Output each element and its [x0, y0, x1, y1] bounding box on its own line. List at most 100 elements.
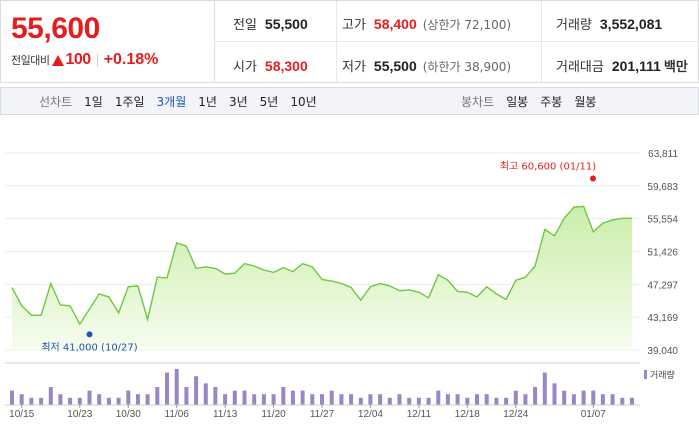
volume-bar [155, 387, 160, 405]
volume-bar [416, 397, 421, 405]
tab-daily[interactable]: 일봉 [506, 94, 529, 109]
y-tick-label: 59,683 [647, 182, 678, 193]
volume-bar [339, 394, 344, 405]
low-marker [86, 331, 93, 338]
stat-label: 거래량 [556, 18, 592, 33]
volume-bar [620, 397, 625, 405]
volume-bar [387, 397, 392, 405]
x-tick-label: 12/11 [407, 409, 432, 420]
volume-bar [252, 394, 257, 405]
volume-bar [533, 387, 538, 405]
stat-value: 55,500 [264, 16, 308, 32]
tab-10y[interactable]: 10년 [290, 94, 317, 109]
volume-bar [426, 397, 431, 405]
stat-volume: 거래량 3,552,081 [556, 14, 662, 33]
tab-1y[interactable]: 1년 [198, 94, 217, 109]
stat-turnover: 거래대금 201,111 백만 [556, 56, 688, 75]
x-tick-label: 11/27 [310, 409, 335, 420]
volume-bar [630, 397, 634, 405]
volume-legend-swatch [644, 370, 647, 379]
divider [541, 1, 542, 82]
volume-bar [552, 383, 557, 405]
volume-bar [368, 394, 373, 405]
volume-legend: 거래량 [644, 369, 675, 381]
tab-monthly[interactable]: 월봉 [574, 94, 597, 109]
volume-bar [455, 394, 460, 405]
volume-bar [523, 394, 528, 405]
stat-label: 고가 [342, 18, 366, 33]
tab-weekly[interactable]: 주봉 [540, 94, 563, 109]
divider [215, 41, 699, 42]
volume-bar [397, 394, 402, 405]
volume-bar [58, 394, 63, 405]
volume-bar [349, 394, 354, 405]
stat-label: 저가 [342, 60, 366, 75]
high-label: 최고 60,600 (01/11) [500, 161, 596, 173]
price-chart: 63,811 59,683 55,554 51,426 47,297 43,169 39,0… [5, 149, 678, 420]
price-y-axis: 63,811 59,683 55,554 51,426 47,297 43,169 39,0… [647, 149, 678, 357]
volume-bar [48, 387, 53, 405]
tab-1d[interactable]: 1일 [84, 94, 103, 109]
volume-bar [261, 394, 266, 405]
volume-bar [232, 390, 237, 405]
y-tick-label: 47,297 [647, 280, 678, 291]
volume-bar [571, 394, 576, 405]
lower-limit: (하한가 38,900) [422, 60, 512, 74]
y-tick-label: 43,169 [647, 313, 678, 324]
up-arrow-icon [52, 54, 65, 66]
volume-bar [203, 383, 208, 405]
volume-bar [135, 394, 140, 405]
stat-open: 시가 58,300 [233, 56, 308, 75]
volume-bar [106, 397, 111, 405]
stat-label: 전일 [233, 18, 257, 33]
volume-bar [271, 394, 276, 405]
change-percent: +0.18% [103, 51, 159, 68]
current-price: 55,600 [11, 12, 100, 45]
volume-bar [475, 394, 479, 405]
x-tick-label: 01/07 [581, 409, 606, 420]
volume-bar [513, 390, 518, 405]
volume-bar [223, 394, 228, 405]
x-tick-label: 11/13 [213, 409, 238, 420]
volume-bar [484, 394, 489, 405]
stat-unit: 백만 [663, 60, 688, 75]
volume-bar [126, 390, 131, 405]
volume-bar [174, 369, 179, 405]
stat-high: 고가 58,400 (상한가 72,100) [342, 14, 511, 33]
change-label: 전일대비 [11, 54, 50, 67]
volume-bar [10, 390, 14, 405]
volume-bar [445, 394, 450, 405]
y-tick-label: 39,040 [647, 346, 678, 357]
volume-bar [310, 394, 315, 405]
volume-bar [358, 397, 363, 405]
chart-tabs-bar: 선차트 1일 1주일 3개월 1년 3년 5년 10년 봉차트 일봉 주봉 월봉 [0, 87, 699, 115]
volume-bar [68, 397, 73, 405]
upper-limit: (상한가 72,100) [422, 18, 512, 32]
stat-label: 거래대금 [556, 60, 604, 75]
x-tick-label: 11/20 [261, 409, 286, 420]
x-tick-label: 10/15 [9, 409, 34, 420]
high-marker [590, 175, 596, 182]
volume-bar [504, 397, 509, 405]
price-line [11, 205, 632, 326]
tab-3m[interactable]: 3개월 [156, 94, 187, 109]
volume-bar [77, 397, 82, 405]
volume-bar [329, 390, 334, 405]
stat-value: 58,400 [373, 16, 417, 32]
candle-chart-tabs: 봉차트 일봉 주봉 월봉 [461, 88, 608, 114]
volume-bar [591, 390, 596, 405]
stat-label: 시가 [233, 60, 257, 75]
price-area [12, 206, 632, 350]
volume-bar [194, 376, 199, 405]
y-tick-label: 63,811 [648, 149, 678, 160]
tab-5y[interactable]: 5년 [259, 94, 279, 109]
tab-3y[interactable]: 3년 [228, 94, 248, 109]
volume-bar [320, 394, 324, 405]
stat-value: 201,111 [611, 58, 661, 74]
volume-bar [581, 390, 586, 405]
tab-1w[interactable]: 1주일 [114, 94, 145, 109]
volume-bar [562, 390, 567, 405]
x-tick-label: 11/06 [165, 409, 190, 420]
current-price-box: 55,600 전일대비 100 +0.18% [1, 1, 215, 82]
volume-bar [378, 394, 383, 405]
